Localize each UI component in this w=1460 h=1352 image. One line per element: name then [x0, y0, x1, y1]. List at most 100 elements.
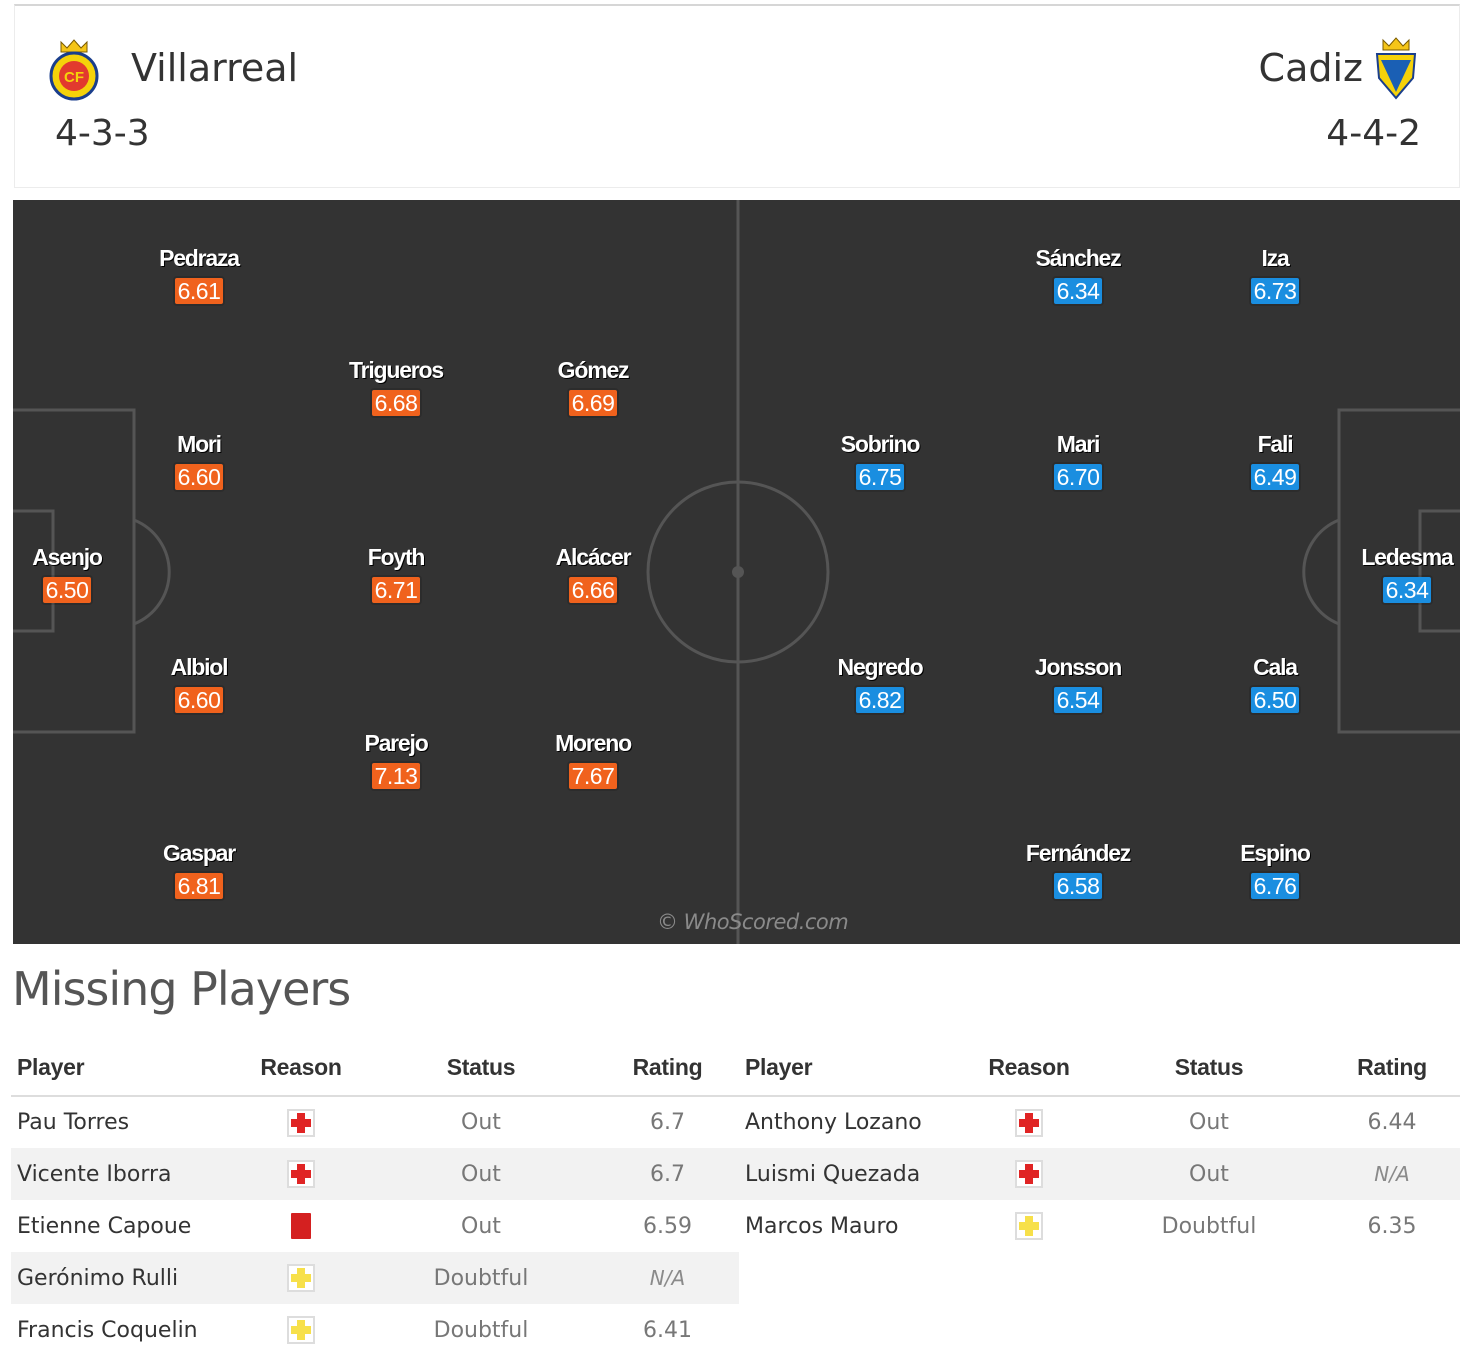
- injury-icon[interactable]: [287, 1160, 315, 1188]
- column-header-rating[interactable]: Rating: [1324, 1040, 1460, 1097]
- table-row: Gerónimo Rulli Doubtful N/A: [11, 1252, 739, 1304]
- pitch-player[interactable]: Cala 6.50: [1205, 653, 1345, 713]
- pitch-player[interactable]: Fernández 6.58: [1008, 839, 1148, 899]
- missing-player-name[interactable]: Pau Torres: [17, 1110, 130, 1135]
- column-header-reason[interactable]: Reason: [964, 1040, 1094, 1097]
- pitch-player[interactable]: Negredo 6.82: [810, 653, 950, 713]
- player-name[interactable]: Mori: [177, 431, 222, 457]
- player-name[interactable]: Parejo: [364, 730, 428, 756]
- pitch-player[interactable]: Foyth 6.71: [326, 543, 466, 603]
- villarreal-crest-icon[interactable]: CF: [47, 36, 101, 102]
- reason-cell: [964, 1096, 1094, 1148]
- pitch-player[interactable]: Asenjo 6.50: [13, 543, 137, 603]
- player-name[interactable]: Mari: [1056, 431, 1101, 457]
- home-formation: 4-3-3: [55, 113, 150, 154]
- player-name[interactable]: Fernández: [1025, 840, 1131, 866]
- player-name[interactable]: Asenjo: [32, 544, 103, 570]
- player-name[interactable]: Albiol: [170, 654, 229, 680]
- pitch-player[interactable]: Jonsson 6.54: [1008, 653, 1148, 713]
- pitch-player[interactable]: Espino 6.76: [1205, 839, 1345, 899]
- column-header-player[interactable]: Player: [739, 1040, 964, 1097]
- player-name[interactable]: Sánchez: [1035, 245, 1122, 271]
- status-cell: Doubtful: [1161, 1213, 1257, 1239]
- player-name[interactable]: Iza: [1261, 245, 1289, 271]
- doubtful-icon[interactable]: [1015, 1212, 1043, 1240]
- player-name[interactable]: Gaspar: [162, 840, 236, 866]
- pitch-player[interactable]: Sánchez 6.34: [1008, 244, 1148, 304]
- missing-player-name[interactable]: Marcos Mauro: [745, 1213, 899, 1239]
- player-rating-badge: 6.54: [1053, 687, 1103, 713]
- player-rating-badge: 6.73: [1250, 278, 1300, 304]
- pitch-player[interactable]: Mari 6.70: [1008, 430, 1148, 490]
- pitch: Pedraza 6.61 Trigueros 6.68 Gómez 6.69 Mori 6.6…: [13, 200, 1460, 944]
- svg-text:CF: CF: [64, 69, 84, 86]
- player-rating-badge: 6.68: [371, 390, 421, 416]
- reason-cell: [236, 1252, 366, 1304]
- player-name[interactable]: Jonsson: [1034, 654, 1122, 680]
- pitch-player[interactable]: Ledesma 6.34: [1337, 543, 1460, 603]
- pitch-player[interactable]: Moreno 7.67: [523, 729, 663, 789]
- table-row: Luismi Quezada Out N/A: [739, 1148, 1460, 1200]
- player-name[interactable]: Pedraza: [159, 245, 240, 271]
- pitch-player[interactable]: Pedraza 6.61: [129, 244, 269, 304]
- away-team-name[interactable]: Cadiz: [1258, 46, 1363, 90]
- away-formation: 4-4-2: [1326, 113, 1421, 154]
- player-rating-badge: 6.34: [1382, 577, 1432, 603]
- missing-player-name[interactable]: Francis Coquelin: [17, 1317, 198, 1343]
- column-header-player[interactable]: Player: [11, 1040, 236, 1097]
- pitch-player[interactable]: Albiol 6.60: [129, 653, 269, 713]
- status-cell: Out: [1094, 1148, 1324, 1200]
- table-row: Anthony Lozano Out 6.44: [739, 1096, 1460, 1148]
- injury-icon[interactable]: [1015, 1108, 1043, 1137]
- missing-player-name[interactable]: Anthony Lozano: [745, 1110, 922, 1135]
- player-name[interactable]: Ledesma: [1361, 544, 1454, 570]
- player-name[interactable]: Moreno: [555, 730, 632, 756]
- pitch-player[interactable]: Trigueros 6.68: [326, 356, 466, 416]
- home-missing-table: Player Reason Status Rating Pau Torres Ou…: [11, 1040, 739, 1352]
- player-name[interactable]: Trigueros: [348, 357, 444, 383]
- reason-cell: [236, 1148, 366, 1200]
- status-cell: Out: [461, 1213, 501, 1239]
- player-name[interactable]: Foyth: [367, 544, 426, 570]
- player-name[interactable]: Espino: [1240, 840, 1311, 866]
- pitch-player[interactable]: Iza 6.73: [1205, 244, 1345, 304]
- column-header-status[interactable]: Status: [1094, 1040, 1324, 1097]
- missing-player-name[interactable]: Etienne Capoue: [17, 1213, 192, 1239]
- column-header-reason[interactable]: Reason: [236, 1040, 366, 1097]
- player-name[interactable]: Cala: [1253, 654, 1298, 680]
- pitch-player[interactable]: Alcácer 6.66: [523, 543, 663, 603]
- player-name[interactable]: Sobrino: [840, 431, 921, 457]
- pitch-player[interactable]: Gaspar 6.81: [129, 839, 269, 899]
- player-name[interactable]: Fali: [1257, 431, 1294, 457]
- doubtful-icon[interactable]: [287, 1264, 315, 1292]
- player-name[interactable]: Alcácer: [555, 544, 632, 570]
- missing-player-name[interactable]: Vicente Iborra: [11, 1148, 236, 1200]
- injury-icon[interactable]: [1015, 1160, 1043, 1188]
- home-team-name[interactable]: Villarreal: [131, 46, 299, 90]
- rating-cell: 6.35: [1367, 1213, 1417, 1239]
- missing-player-name[interactable]: Gerónimo Rulli: [11, 1252, 236, 1304]
- pitch-player[interactable]: Gómez 6.69: [523, 356, 663, 416]
- player-rating-badge: 6.75: [855, 464, 905, 490]
- reason-cell: [964, 1148, 1094, 1200]
- column-header-status[interactable]: Status: [366, 1040, 596, 1097]
- pitch-player[interactable]: Mori 6.60: [129, 430, 269, 490]
- injury-icon[interactable]: [287, 1108, 315, 1137]
- player-rating-badge: 6.34: [1053, 278, 1103, 304]
- pitch-player[interactable]: Fali 6.49: [1205, 430, 1345, 490]
- missing-player-name[interactable]: Luismi Quezada: [739, 1148, 964, 1200]
- player-rating-badge: 6.50: [1250, 687, 1300, 713]
- player-name[interactable]: Gómez: [557, 357, 630, 383]
- cadiz-crest-icon[interactable]: [1369, 36, 1423, 102]
- doubtful-icon[interactable]: [287, 1316, 315, 1344]
- player-rating-badge: 6.82: [855, 687, 905, 713]
- pitch-player[interactable]: Sobrino 6.75: [810, 430, 950, 490]
- status-cell: Doubtful: [433, 1317, 529, 1343]
- rating-cell: 6.59: [643, 1213, 692, 1239]
- player-name[interactable]: Negredo: [837, 654, 924, 680]
- reason-cell: [236, 1200, 366, 1252]
- pitch-player[interactable]: Parejo 7.13: [326, 729, 466, 789]
- player-rating-badge: 6.71: [371, 577, 421, 603]
- red-card-icon[interactable]: [287, 1212, 315, 1240]
- column-header-rating[interactable]: Rating: [596, 1040, 739, 1097]
